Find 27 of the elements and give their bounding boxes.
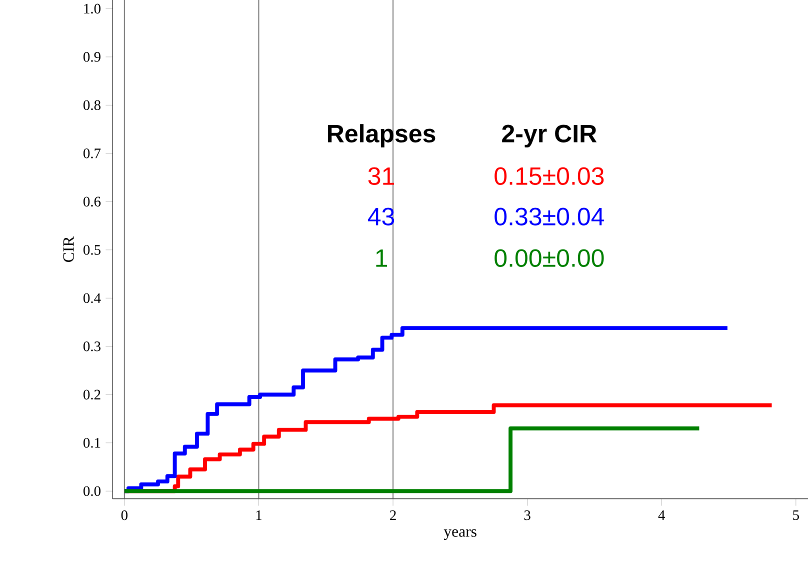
- y-tick-label: 0.9: [83, 52, 100, 62]
- annotation: 2-yr CIR: [502, 124, 597, 148]
- y-tick-label: 0.0: [83, 486, 100, 496]
- y-tick-label: 0.8: [83, 100, 100, 110]
- y-tick-label: 0.6: [83, 196, 101, 207]
- annotation: 0.33±0.04: [494, 208, 604, 226]
- y-axis-title: CIR: [63, 236, 74, 262]
- x-tick-label: 0: [121, 510, 128, 520]
- x-tick-label: 1: [256, 510, 262, 520]
- annotation: Relapses: [328, 124, 436, 148]
- y-tick-label: 1.0: [84, 4, 100, 14]
- y-tick-label: 0.3: [83, 342, 100, 352]
- y-tick-label: 0.7: [83, 148, 101, 158]
- y-tick-label: 0.2: [83, 390, 100, 400]
- annotation: 31: [368, 167, 394, 186]
- annotation: 43: [368, 208, 394, 226]
- x-tick-label: 2: [390, 510, 396, 520]
- annotation: 1: [376, 250, 388, 267]
- x-axis-title: years: [444, 529, 476, 540]
- annotation: 0.15±0.03: [494, 167, 604, 186]
- y-tick-label: 0.5: [83, 245, 100, 255]
- annotation: 0.00±0.00: [494, 249, 604, 268]
- x-tick-label: 5: [793, 510, 799, 520]
- x-tick-label: 3: [524, 510, 530, 520]
- y-tick-label: 0.4: [83, 293, 101, 304]
- y-tick-label: 0.1: [83, 438, 100, 448]
- x-tick-label: 4: [658, 510, 666, 520]
